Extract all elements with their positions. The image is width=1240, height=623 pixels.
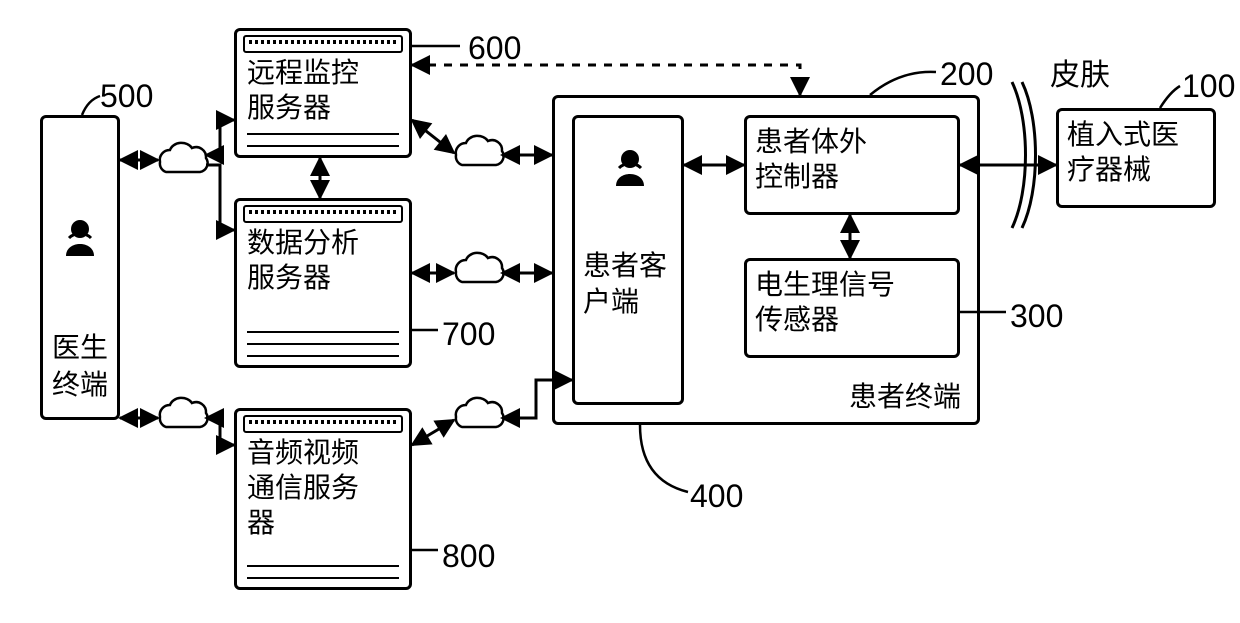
av-server-node: 音频视频 通信服务 器 (234, 408, 412, 590)
skin-icon (1012, 82, 1036, 228)
doctor-terminal-node: 医生 终端 (40, 115, 120, 420)
doctor-terminal-label-2: 终端 (52, 369, 108, 400)
patient-client-label-2: 户端 (583, 286, 639, 317)
remote-server-label-1: 远程监控 (247, 57, 359, 88)
callout-800: 800 (442, 538, 495, 575)
callout-200: 200 (940, 56, 993, 93)
callout-300: 300 (1010, 298, 1063, 335)
data-server-label-2: 服务器 (247, 262, 331, 293)
ext-controller-label-2: 控制器 (755, 161, 839, 192)
patient-terminal-title: 患者终端 (849, 379, 961, 414)
doctor-terminal-label-1: 医生 (52, 332, 108, 363)
implant-label-1: 植入式医 (1067, 119, 1179, 150)
sensor-node: 电生理信号 传感器 (744, 258, 960, 358)
external-controller-node: 患者体外 控制器 (744, 115, 960, 215)
sensor-label-1: 电生理信号 (755, 269, 895, 300)
remote-server-node: 远程监控 服务器 (234, 28, 412, 158)
patient-client-label-1: 患者客 (583, 250, 667, 281)
diagram-canvas: 医生 终端 远程监控 服务器 数据分析 服务器 音频视频 通信服务 器 患者终端 (0, 0, 1240, 623)
callout-500: 500 (100, 78, 153, 115)
avatar-icon (613, 148, 647, 186)
callout-100: 100 (1182, 68, 1235, 105)
av-server-label-1: 音频视频 (247, 437, 359, 468)
implant-node: 植入式医 疗器械 (1056, 108, 1216, 208)
callout-600: 600 (468, 30, 521, 67)
sensor-label-2: 传感器 (755, 304, 839, 335)
callout-700: 700 (442, 316, 495, 353)
callout-skin: 皮肤 (1050, 50, 1110, 94)
data-server-node: 数据分析 服务器 (234, 198, 412, 368)
remote-server-label-2: 服务器 (247, 92, 331, 123)
ext-controller-label-1: 患者体外 (755, 126, 867, 157)
callout-400: 400 (690, 478, 743, 515)
av-server-label-3: 器 (247, 507, 275, 538)
avatar-icon (63, 218, 97, 256)
data-server-label-1: 数据分析 (247, 227, 359, 258)
patient-client-node: 患者客 户端 (572, 115, 684, 405)
av-server-label-2: 通信服务 (247, 472, 359, 503)
implant-label-2: 疗器械 (1067, 154, 1151, 185)
